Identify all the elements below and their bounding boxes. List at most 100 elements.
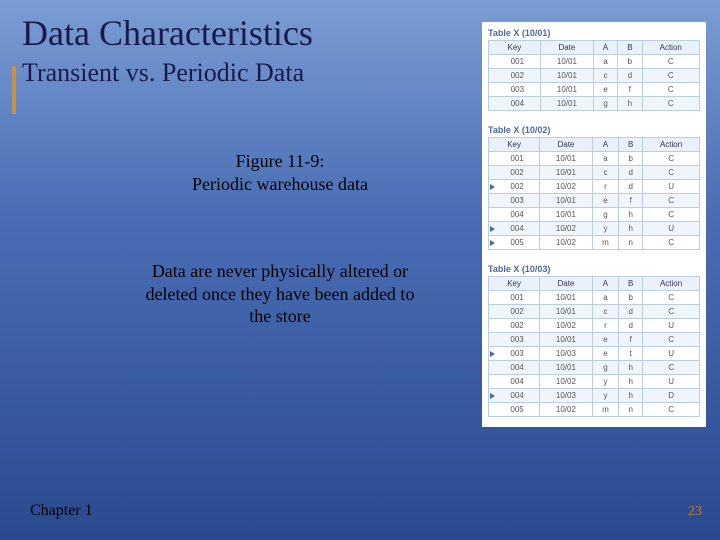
table-row: 00410/02yhU <box>489 375 700 389</box>
table-cell: f <box>619 194 643 208</box>
table-cell: C <box>642 55 700 69</box>
table-cell: g <box>592 208 619 222</box>
table-cell: h <box>619 361 643 375</box>
figure-caption-line2: Periodic warehouse data <box>192 174 368 194</box>
table-header-cell: Date <box>540 41 593 55</box>
table-cell: 10/01 <box>540 361 592 375</box>
page-number: 23 <box>688 504 702 520</box>
table-cell: 10/01 <box>540 83 593 97</box>
table-cell: a <box>592 291 619 305</box>
table-header-cell: B <box>619 277 643 291</box>
table-cell: c <box>593 69 617 83</box>
table-cell: h <box>619 222 643 236</box>
table-cell: 001 <box>489 55 541 69</box>
table-row: 00410/03yhD <box>489 389 700 403</box>
table-cell: U <box>643 347 700 361</box>
table-label: Table X (10/02) <box>488 125 700 135</box>
table-cell: m <box>592 236 619 250</box>
table-cell: 001 <box>489 152 540 166</box>
table-cell: h <box>618 97 642 111</box>
table-row: 00210/01cdC <box>489 166 700 180</box>
table-cell: h <box>619 375 643 389</box>
table-header-cell: Date <box>540 138 592 152</box>
table-cell: 10/01 <box>540 291 592 305</box>
table-cell: e <box>592 333 619 347</box>
chapter-label: Chapter 1 <box>30 502 93 520</box>
table-cell: 10/02 <box>540 403 592 417</box>
table-wrap: Table X (10/01)KeyDateABAction00110/01ab… <box>484 26 704 113</box>
table-cell: 004 <box>489 375 540 389</box>
table-row: 00310/01efC <box>489 194 700 208</box>
table-header-cell: Action <box>643 138 700 152</box>
data-table: KeyDateABAction00110/01abC00210/01cdC003… <box>488 40 700 111</box>
table-row: 00310/01efC <box>489 333 700 347</box>
table-cell: C <box>643 361 700 375</box>
table-cell: g <box>593 97 617 111</box>
table-cell: C <box>642 69 700 83</box>
table-cell: 10/01 <box>540 69 593 83</box>
table-cell: 004 <box>489 208 540 222</box>
accent-line <box>12 66 16 114</box>
table-header-cell: B <box>619 138 643 152</box>
page-subtitle: Transient vs. Periodic Data <box>22 58 304 88</box>
table-row: 00510/02mnC <box>489 403 700 417</box>
table-cell: f <box>618 83 642 97</box>
table-cell: 10/02 <box>540 319 592 333</box>
figure-caption-line1: Figure 11-9: <box>236 151 325 171</box>
table-cell: 003 <box>489 83 541 97</box>
row-arrow-icon <box>490 226 495 232</box>
table-cell: 004 <box>489 97 541 111</box>
table-row: 00310/03etU <box>489 347 700 361</box>
table-cell: h <box>619 208 643 222</box>
table-cell: h <box>619 389 643 403</box>
figure-caption: Figure 11-9: Periodic warehouse data <box>150 150 410 195</box>
table-cell: 003 <box>489 333 540 347</box>
table-label: Table X (10/01) <box>488 28 700 38</box>
row-arrow-icon <box>490 351 495 357</box>
table-cell: U <box>643 375 700 389</box>
table-cell: 005 <box>489 403 540 417</box>
table-cell: d <box>618 69 642 83</box>
table-cell: C <box>643 403 700 417</box>
table-cell: 005 <box>489 236 540 250</box>
row-arrow-icon <box>490 240 495 246</box>
table-cell: 002 <box>489 319 540 333</box>
table-cell: U <box>643 222 700 236</box>
table-cell: 004 <box>489 361 540 375</box>
table-row: 00410/01ghC <box>489 97 700 111</box>
table-cell: 10/01 <box>540 166 592 180</box>
table-cell: C <box>642 97 700 111</box>
table-cell: a <box>593 55 617 69</box>
table-cell: C <box>643 236 700 250</box>
table-row: 00210/01cdC <box>489 305 700 319</box>
table-header-cell: A <box>593 41 617 55</box>
table-header-cell: A <box>592 277 619 291</box>
table-header-cell: Date <box>540 277 592 291</box>
table-row: 00210/02rdU <box>489 319 700 333</box>
table-cell: D <box>643 389 700 403</box>
data-table: KeyDateABAction00110/01abC00210/01cdC002… <box>488 137 700 250</box>
table-cell: 10/01 <box>540 97 593 111</box>
table-cell: d <box>619 319 643 333</box>
table-cell: c <box>592 305 619 319</box>
table-row: 00410/02yhU <box>489 222 700 236</box>
table-cell: 10/01 <box>540 152 592 166</box>
table-header-cell: Key <box>489 277 540 291</box>
table-cell: m <box>592 403 619 417</box>
table-cell: C <box>643 194 700 208</box>
table-cell: r <box>592 319 619 333</box>
table-cell: a <box>592 152 619 166</box>
table-cell: y <box>592 375 619 389</box>
table-cell: 10/02 <box>540 375 592 389</box>
table-row: 00110/01abC <box>489 291 700 305</box>
table-cell: e <box>593 83 617 97</box>
table-cell: 10/03 <box>540 389 592 403</box>
table-cell: 004 <box>489 222 540 236</box>
table-cell: b <box>618 55 642 69</box>
table-header-cell: Action <box>642 41 700 55</box>
table-cell: 10/02 <box>540 222 592 236</box>
data-table: KeyDateABAction00110/01abC00210/01cdC002… <box>488 276 700 417</box>
table-cell: y <box>592 222 619 236</box>
table-cell: e <box>592 194 619 208</box>
table-cell: 10/02 <box>540 236 592 250</box>
